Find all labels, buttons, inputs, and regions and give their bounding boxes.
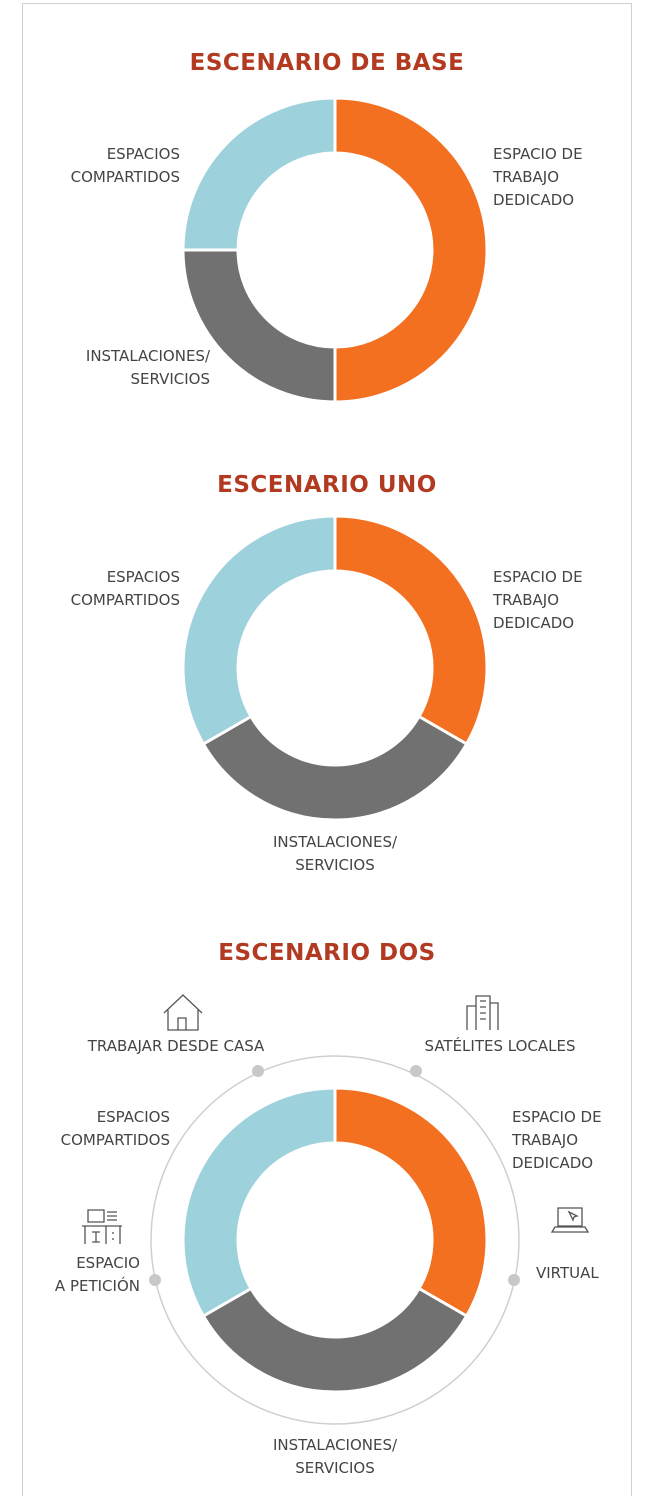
donut-segment xyxy=(181,248,337,404)
donut-segment xyxy=(181,1086,337,1319)
segment-label: INSTALACIONES/ SERVICIOS xyxy=(272,1436,398,1477)
segment-label: ESPACIOS COMPARTIDOS xyxy=(70,145,180,186)
icons xyxy=(82,994,590,1244)
chart-title: ESCENARIO UNO xyxy=(217,472,437,498)
segment-label: INSTALACIONES/ SERVICIOS xyxy=(272,833,398,874)
donut-segment xyxy=(201,714,469,822)
donut-segment xyxy=(333,1086,489,1319)
outer-label: ESPACIO A PETICIÓN xyxy=(54,1254,140,1295)
segment-label: INSTALACIONES/ SERVICIOS xyxy=(85,347,210,388)
outer-label: VIRTUAL xyxy=(536,1264,599,1282)
segment-label: ESPACIOS COMPARTIDOS xyxy=(70,568,180,609)
chart-title: ESCENARIO DOS xyxy=(218,940,436,966)
segment-label: ESPACIO DE TRABAJO DEDICADO xyxy=(512,1108,602,1172)
outer-ring xyxy=(150,1055,520,1425)
outer-label: SATÉLITES LOCALES xyxy=(424,1037,576,1055)
donut-segment xyxy=(181,96,337,252)
donut-segment xyxy=(333,96,489,404)
ring-dots xyxy=(149,1065,520,1286)
chart-title: ESCENARIO DE BASE xyxy=(189,50,465,76)
donut-segment xyxy=(181,514,337,747)
segment-label: ESPACIO DE TRABAJO DEDICADO xyxy=(493,145,583,209)
segment-label: ESPACIOS COMPARTIDOS xyxy=(60,1108,170,1149)
outer-label: TRABAJAR DESDE CASA xyxy=(87,1037,265,1055)
donut-segment xyxy=(333,514,489,747)
donut-segment xyxy=(201,1286,469,1394)
frame xyxy=(22,3,632,1496)
segment-label: ESPACIO DE TRABAJO DEDICADO xyxy=(493,568,583,632)
